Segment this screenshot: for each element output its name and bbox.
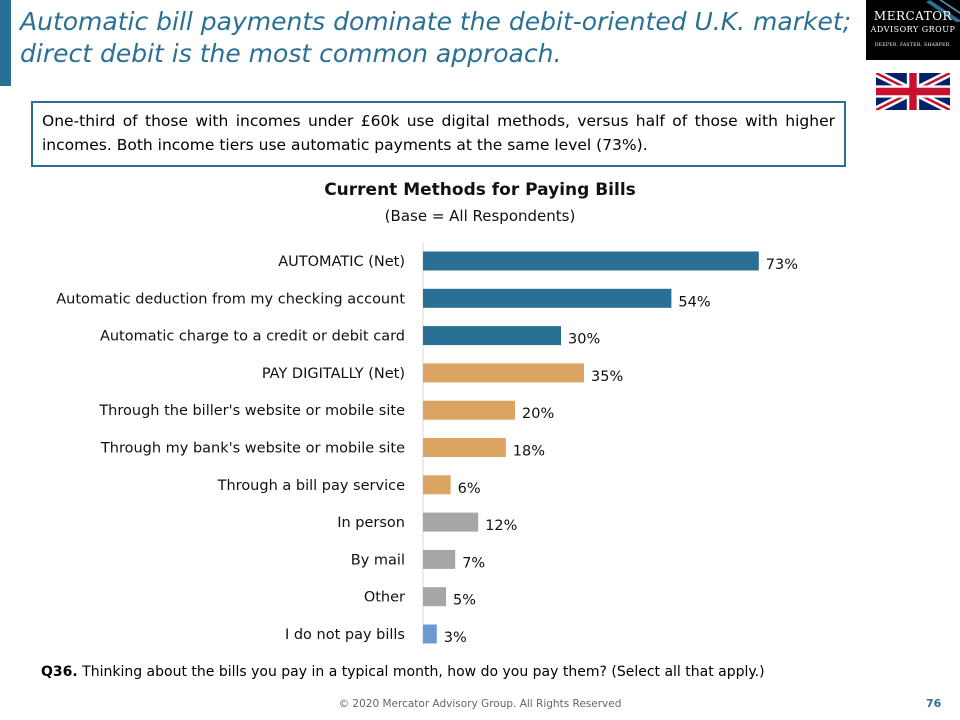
category-label: In person — [337, 515, 405, 531]
mercator-logo: Mercator Advisory Group Deeper. Faster. … — [866, 0, 960, 60]
question-number: Q36. — [41, 664, 78, 680]
bar — [423, 624, 437, 644]
category-label: Automatic charge to a credit or debit ca… — [100, 329, 405, 345]
slide-title: Automatic bill payments dominate the deb… — [20, 7, 852, 68]
bar — [423, 512, 479, 532]
category-label: PAY DIGITALLY (Net) — [262, 366, 405, 382]
chart-subtitle: (Base = All Respondents) — [384, 207, 576, 225]
copyright-footer: © 2020 Mercator Advisory Group. All Righ… — [338, 698, 622, 710]
bar — [423, 400, 515, 420]
category-label: Through the biller's website or mobile s… — [98, 403, 405, 419]
category-label: I do not pay bills — [285, 627, 405, 643]
category-label: Through my bank's website or mobile site — [100, 441, 405, 457]
page-number: 76 — [926, 697, 942, 710]
value-label: 7% — [462, 555, 485, 571]
bar — [423, 288, 672, 308]
category-label: Automatic deduction from my checking acc… — [56, 291, 405, 307]
category-label: By mail — [351, 552, 405, 568]
value-label: 12% — [485, 518, 517, 534]
value-label: 3% — [444, 630, 467, 646]
value-label: 73% — [766, 257, 798, 273]
bar — [423, 363, 584, 383]
value-label: 18% — [513, 444, 545, 460]
chart-title: Current Methods for Paying Bills — [324, 180, 636, 200]
value-label: 35% — [591, 369, 623, 385]
bar — [423, 587, 446, 607]
key-finding-callout: One-third of those with incomes under £6… — [31, 101, 846, 167]
question-text: Thinking about the bills you pay in a ty… — [77, 664, 765, 680]
logo-line2: Advisory Group — [870, 25, 956, 34]
title-accent-bar — [0, 0, 11, 86]
uk-flag-icon — [876, 73, 950, 110]
value-label: 30% — [568, 332, 600, 348]
callout-text: One-third of those with incomes under £6… — [42, 112, 835, 154]
bar — [423, 251, 759, 271]
bar-chart: AUTOMATIC (Net) 73% Automatic deduction fr… — [56, 242, 798, 646]
bar — [423, 549, 456, 569]
category-label: Through a bill pay service — [217, 478, 405, 494]
logo-tagline: Deeper. Faster. Sharper. — [874, 43, 952, 48]
bar — [423, 475, 451, 495]
value-label: 54% — [678, 294, 710, 310]
logo-line1: Mercator — [873, 9, 953, 23]
category-label: Other — [364, 590, 405, 606]
category-label: AUTOMATIC (Net) — [278, 254, 405, 270]
survey-question: Q36. Thinking about the bills you pay in… — [41, 664, 765, 680]
value-label: 5% — [453, 593, 476, 609]
bar — [423, 326, 561, 346]
value-label: 6% — [458, 481, 481, 497]
bar — [423, 438, 506, 457]
value-label: 20% — [522, 406, 554, 422]
logo-swoosh-icon — [926, 0, 960, 22]
